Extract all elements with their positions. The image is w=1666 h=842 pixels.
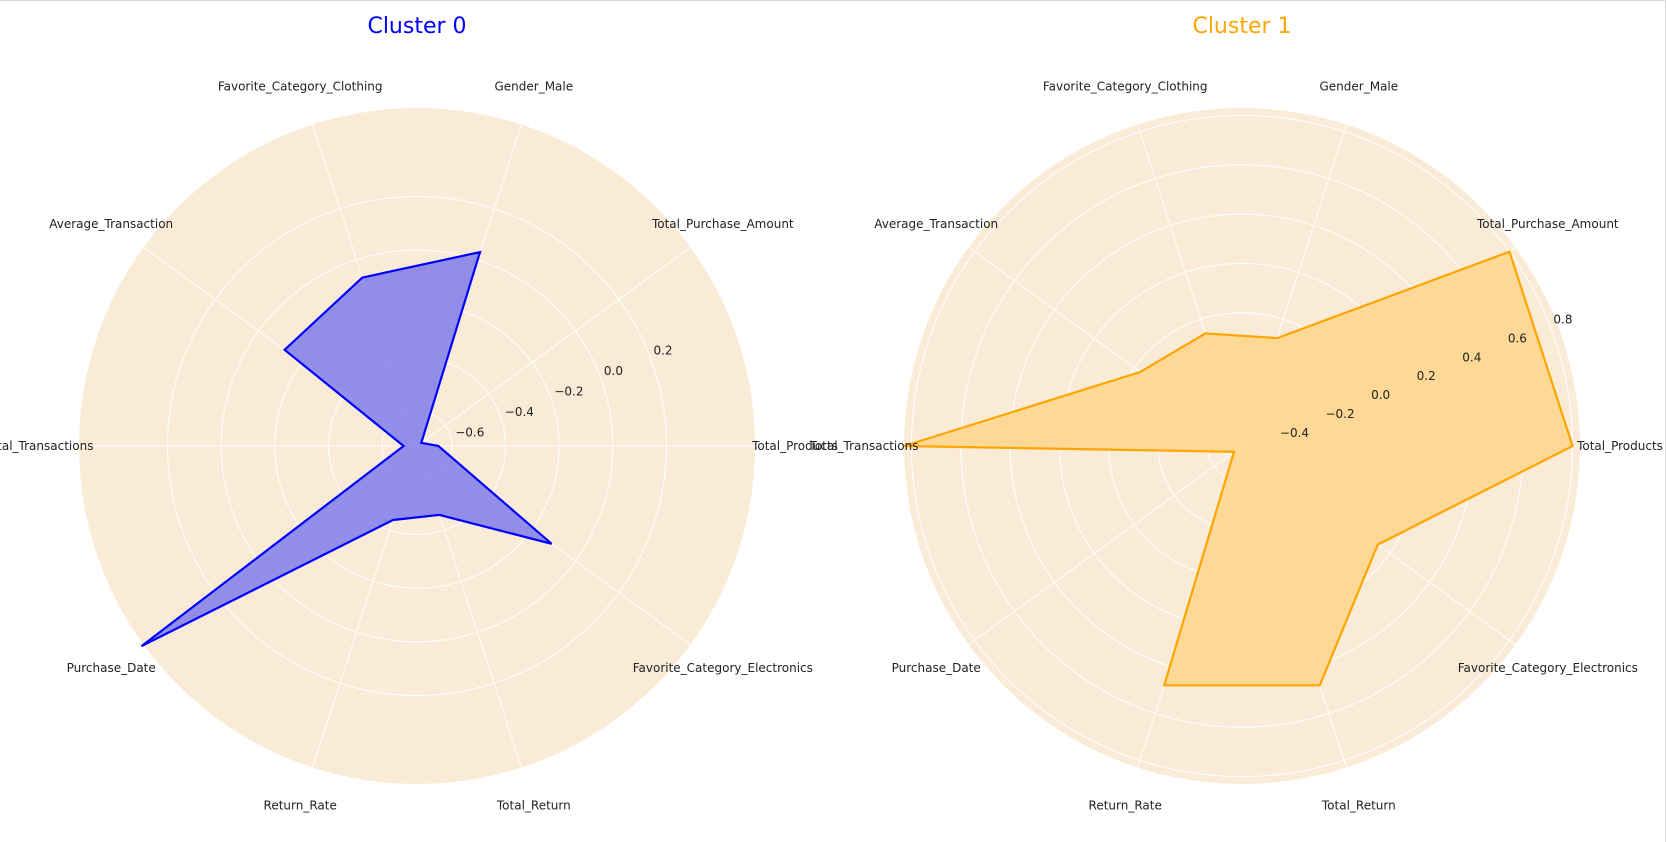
category-label: Return_Rate — [264, 798, 337, 812]
category-label: Favorite_Category_Electronics — [1458, 661, 1638, 675]
r-tick-label: 0.2 — [1417, 369, 1436, 383]
category-label: Total_Products — [1576, 439, 1663, 453]
category-label: Gender_Male — [494, 80, 573, 94]
category-label: Favorite_Category_Electronics — [633, 661, 813, 675]
category-label: Average_Transaction — [49, 217, 173, 231]
category-label: Favorite_Category_Clothing — [1043, 80, 1208, 94]
radar-panel-0: −0.6−0.4−0.20.00.2Total_ProductsTotal_Pu… — [0, 14, 838, 812]
category-label: Total_Purchase_Amount — [1476, 217, 1619, 231]
r-tick-label: 0.6 — [1508, 331, 1527, 345]
category-label: Total_Transactions — [809, 439, 919, 453]
r-tick-label: 0.4 — [1462, 350, 1481, 364]
r-tick-label: 0.2 — [653, 344, 672, 358]
r-tick-label: −0.2 — [554, 385, 583, 399]
category-label: Purchase_Date — [892, 661, 981, 675]
category-label: Total_Return — [496, 798, 571, 812]
category-label: Purchase_Date — [67, 661, 156, 675]
category-label: Gender_Male — [1319, 80, 1398, 94]
r-tick-label: 0.8 — [1553, 312, 1572, 326]
r-tick-label: −0.4 — [1280, 426, 1309, 440]
chart-title: Cluster 1 — [1192, 14, 1291, 39]
r-tick-label: −0.2 — [1325, 407, 1354, 421]
r-tick-label: −0.4 — [505, 405, 534, 419]
category-label: Total_Purchase_Amount — [651, 217, 794, 231]
category-label: Return_Rate — [1089, 798, 1162, 812]
r-tick-label: 0.0 — [1371, 388, 1390, 402]
category-label: Average_Transaction — [874, 217, 998, 231]
category-label: Favorite_Category_Clothing — [218, 80, 383, 94]
r-tick-label: 0.0 — [604, 364, 623, 378]
category-label: Total_Return — [1321, 798, 1396, 812]
category-label: Total_Transactions — [0, 439, 93, 453]
radar-panel-1: −0.4 −0.2 0.0 0.2 0.4 0.6 0.8 Total_Products Tot… — [809, 14, 1663, 812]
r-tick-label: −0.6 — [455, 426, 484, 440]
chart-title: Cluster 0 — [367, 14, 466, 39]
